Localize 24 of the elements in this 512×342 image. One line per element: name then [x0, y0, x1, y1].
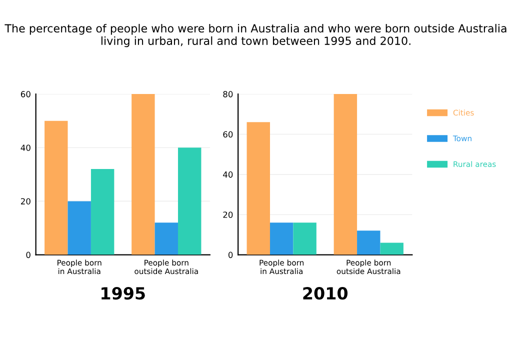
- bar: [246, 122, 270, 255]
- y-tick-label: 0: [228, 252, 233, 258]
- bar: [178, 148, 202, 255]
- y-tick-label: 40: [223, 171, 233, 178]
- bar: [270, 222, 294, 255]
- bar: [380, 242, 404, 255]
- y-tick-label: 0: [26, 252, 30, 258]
- bar: [44, 120, 68, 255]
- y-tick-label: 20: [223, 212, 233, 218]
- bar: [357, 230, 380, 255]
- bar: [68, 201, 91, 255]
- y-tick-label: 20: [20, 198, 30, 204]
- y-tick-label: 60: [20, 91, 30, 98]
- y-tick-label: 80: [223, 91, 233, 98]
- bar: [154, 222, 178, 255]
- x-axis-title: 1995: [102, 287, 145, 300]
- text: The percentage of people who were born in Australia and who were born outside Australia living in urban, rural and town between 1995 and 2010.: [4, 24, 506, 48]
- bar: [334, 94, 358, 255]
- bar: [293, 222, 316, 255]
- y-tick-label: 40: [20, 144, 30, 151]
- bar: [132, 94, 155, 255]
- bar: [90, 169, 114, 255]
- x-axis-title: 2010: [303, 287, 348, 300]
- y-tick-label: 60: [223, 131, 233, 138]
